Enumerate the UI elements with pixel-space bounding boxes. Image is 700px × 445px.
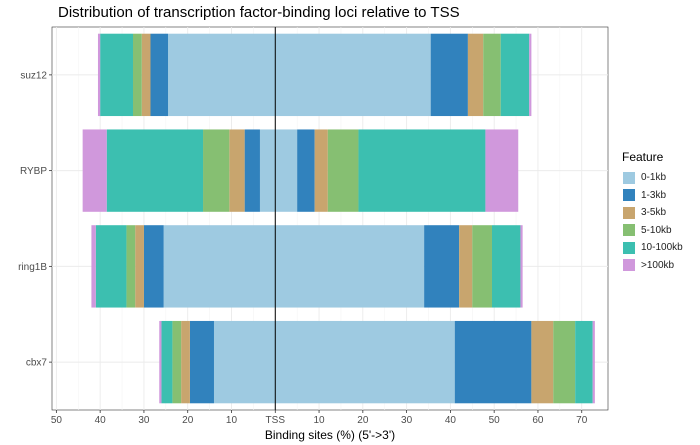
bar-downstream-ring1B <box>491 225 521 308</box>
bar-upstream-cbx7 <box>159 320 162 404</box>
legend-item: 10-100kb <box>622 239 683 257</box>
bar-upstream-cbx7 <box>213 320 276 404</box>
bar-upstream-RYBP <box>106 129 204 212</box>
legend-items: 0-1kb 1-3kb 3-5kb 5-10kb 10-100kb >100kb <box>622 169 683 274</box>
x-tick-label: 40 <box>445 415 457 426</box>
legend-swatch <box>622 240 636 255</box>
bar-upstream-ring1B <box>163 225 276 308</box>
bar-downstream-suz12 <box>483 33 501 117</box>
legend-swatch <box>622 258 636 273</box>
legend-label: 5-10kb <box>641 224 672 236</box>
bar-downstream-RYBP <box>327 129 359 212</box>
bar-downstream-cbx7 <box>575 320 593 404</box>
x-tick-label: 30 <box>401 415 413 426</box>
legend: Feature 0-1kb 1-3kb 3-5kb 5-10kb 10-100kb >10… <box>622 150 683 274</box>
x-axis-ticks: 50 40 30 20 10 TSS 10 20 30 40 50 60 70 <box>51 410 588 426</box>
legend-label: 0-1kb <box>641 172 667 184</box>
bar-upstream-RYBP <box>244 129 260 212</box>
bar-upstream-RYBP <box>259 129 276 212</box>
bar-downstream-RYBP <box>275 129 298 212</box>
bar-upstream-suz12 <box>141 33 151 117</box>
x-tick-label: 30 <box>138 415 150 426</box>
legend-label: >100kb <box>641 259 675 271</box>
bar-upstream-ring1B <box>95 225 127 308</box>
bar-downstream-ring1B <box>275 225 425 308</box>
legend-item: 5-10kb <box>622 222 683 240</box>
legend-swatch <box>622 205 636 220</box>
bar-upstream-suz12 <box>168 33 276 117</box>
legend-item: 0-1kb <box>622 169 683 187</box>
bar-downstream-suz12 <box>467 33 484 117</box>
y-tick-label: suz12 <box>20 70 47 81</box>
bar-downstream-suz12 <box>275 33 431 117</box>
bar-upstream-cbx7 <box>181 320 190 404</box>
bar-upstream-suz12 <box>100 33 133 117</box>
bar-upstream-ring1B <box>91 225 96 308</box>
bar-upstream-suz12 <box>132 33 142 117</box>
bar-downstream-ring1B <box>520 225 523 308</box>
bar-downstream-cbx7 <box>592 320 595 404</box>
bar-downstream-ring1B <box>459 225 473 308</box>
legend-swatch <box>622 223 636 238</box>
x-tick-label: 10 <box>313 415 325 426</box>
x-tick-label: 20 <box>182 415 194 426</box>
legend-item: 1-3kb <box>622 187 683 205</box>
legend-title: Feature <box>622 150 664 164</box>
legend-item: >100kb <box>622 257 683 275</box>
legend-label: 1-3kb <box>641 189 667 201</box>
bar-downstream-cbx7 <box>553 320 576 404</box>
chart-title: Distribution of transcription factor-bin… <box>58 4 460 21</box>
bar-downstream-suz12 <box>529 33 532 117</box>
bar-downstream-cbx7 <box>454 320 532 404</box>
legend-label: 10-100kb <box>641 242 683 254</box>
bar-upstream-RYBP <box>229 129 245 212</box>
bar-upstream-suz12 <box>150 33 169 117</box>
x-tick-label: 10 <box>226 415 238 426</box>
bar-downstream-RYBP <box>297 129 315 212</box>
bar-downstream-ring1B <box>472 225 492 308</box>
x-tick-label: 60 <box>532 415 544 426</box>
bar-downstream-ring1B <box>424 225 460 308</box>
bars <box>82 33 595 404</box>
bar-upstream-ring1B <box>126 225 136 308</box>
x-tick-label: 50 <box>489 415 501 426</box>
bar-upstream-RYBP <box>82 129 107 212</box>
bar-downstream-cbx7 <box>531 320 554 404</box>
x-tick-label: 40 <box>95 415 107 426</box>
bar-downstream-suz12 <box>500 33 530 117</box>
bar-upstream-ring1B <box>143 225 164 308</box>
legend-swatch <box>622 170 636 185</box>
legend-item: 3-5kb <box>622 204 683 222</box>
y-tick-label: ring1B <box>18 262 47 273</box>
bar-upstream-ring1B <box>135 225 144 308</box>
bar-downstream-RYBP <box>485 129 519 212</box>
legend-label: 3-5kb <box>641 207 667 219</box>
x-axis-label: Binding sites (%) (5'->3') <box>265 428 395 442</box>
bar-upstream-cbx7 <box>172 320 182 404</box>
x-tick-label: TSS <box>266 415 286 426</box>
bar-upstream-suz12 <box>97 33 101 117</box>
bar-upstream-cbx7 <box>161 320 173 404</box>
bar-downstream-RYBP <box>314 129 328 212</box>
bar-downstream-cbx7 <box>275 320 455 404</box>
x-tick-label: 50 <box>51 415 63 426</box>
bar-downstream-RYBP <box>358 129 486 212</box>
bar-upstream-cbx7 <box>189 320 214 404</box>
x-tick-label: 20 <box>357 415 369 426</box>
bar-upstream-RYBP <box>203 129 230 212</box>
y-tick-label: RYBP <box>20 166 47 177</box>
y-tick-label: cbx7 <box>26 358 48 369</box>
legend-swatch <box>622 188 636 203</box>
bar-downstream-suz12 <box>430 33 468 117</box>
y-axis-ticks: suz12 RYBP ring1B cbx7 <box>18 70 52 369</box>
x-tick-label: 70 <box>576 415 588 426</box>
